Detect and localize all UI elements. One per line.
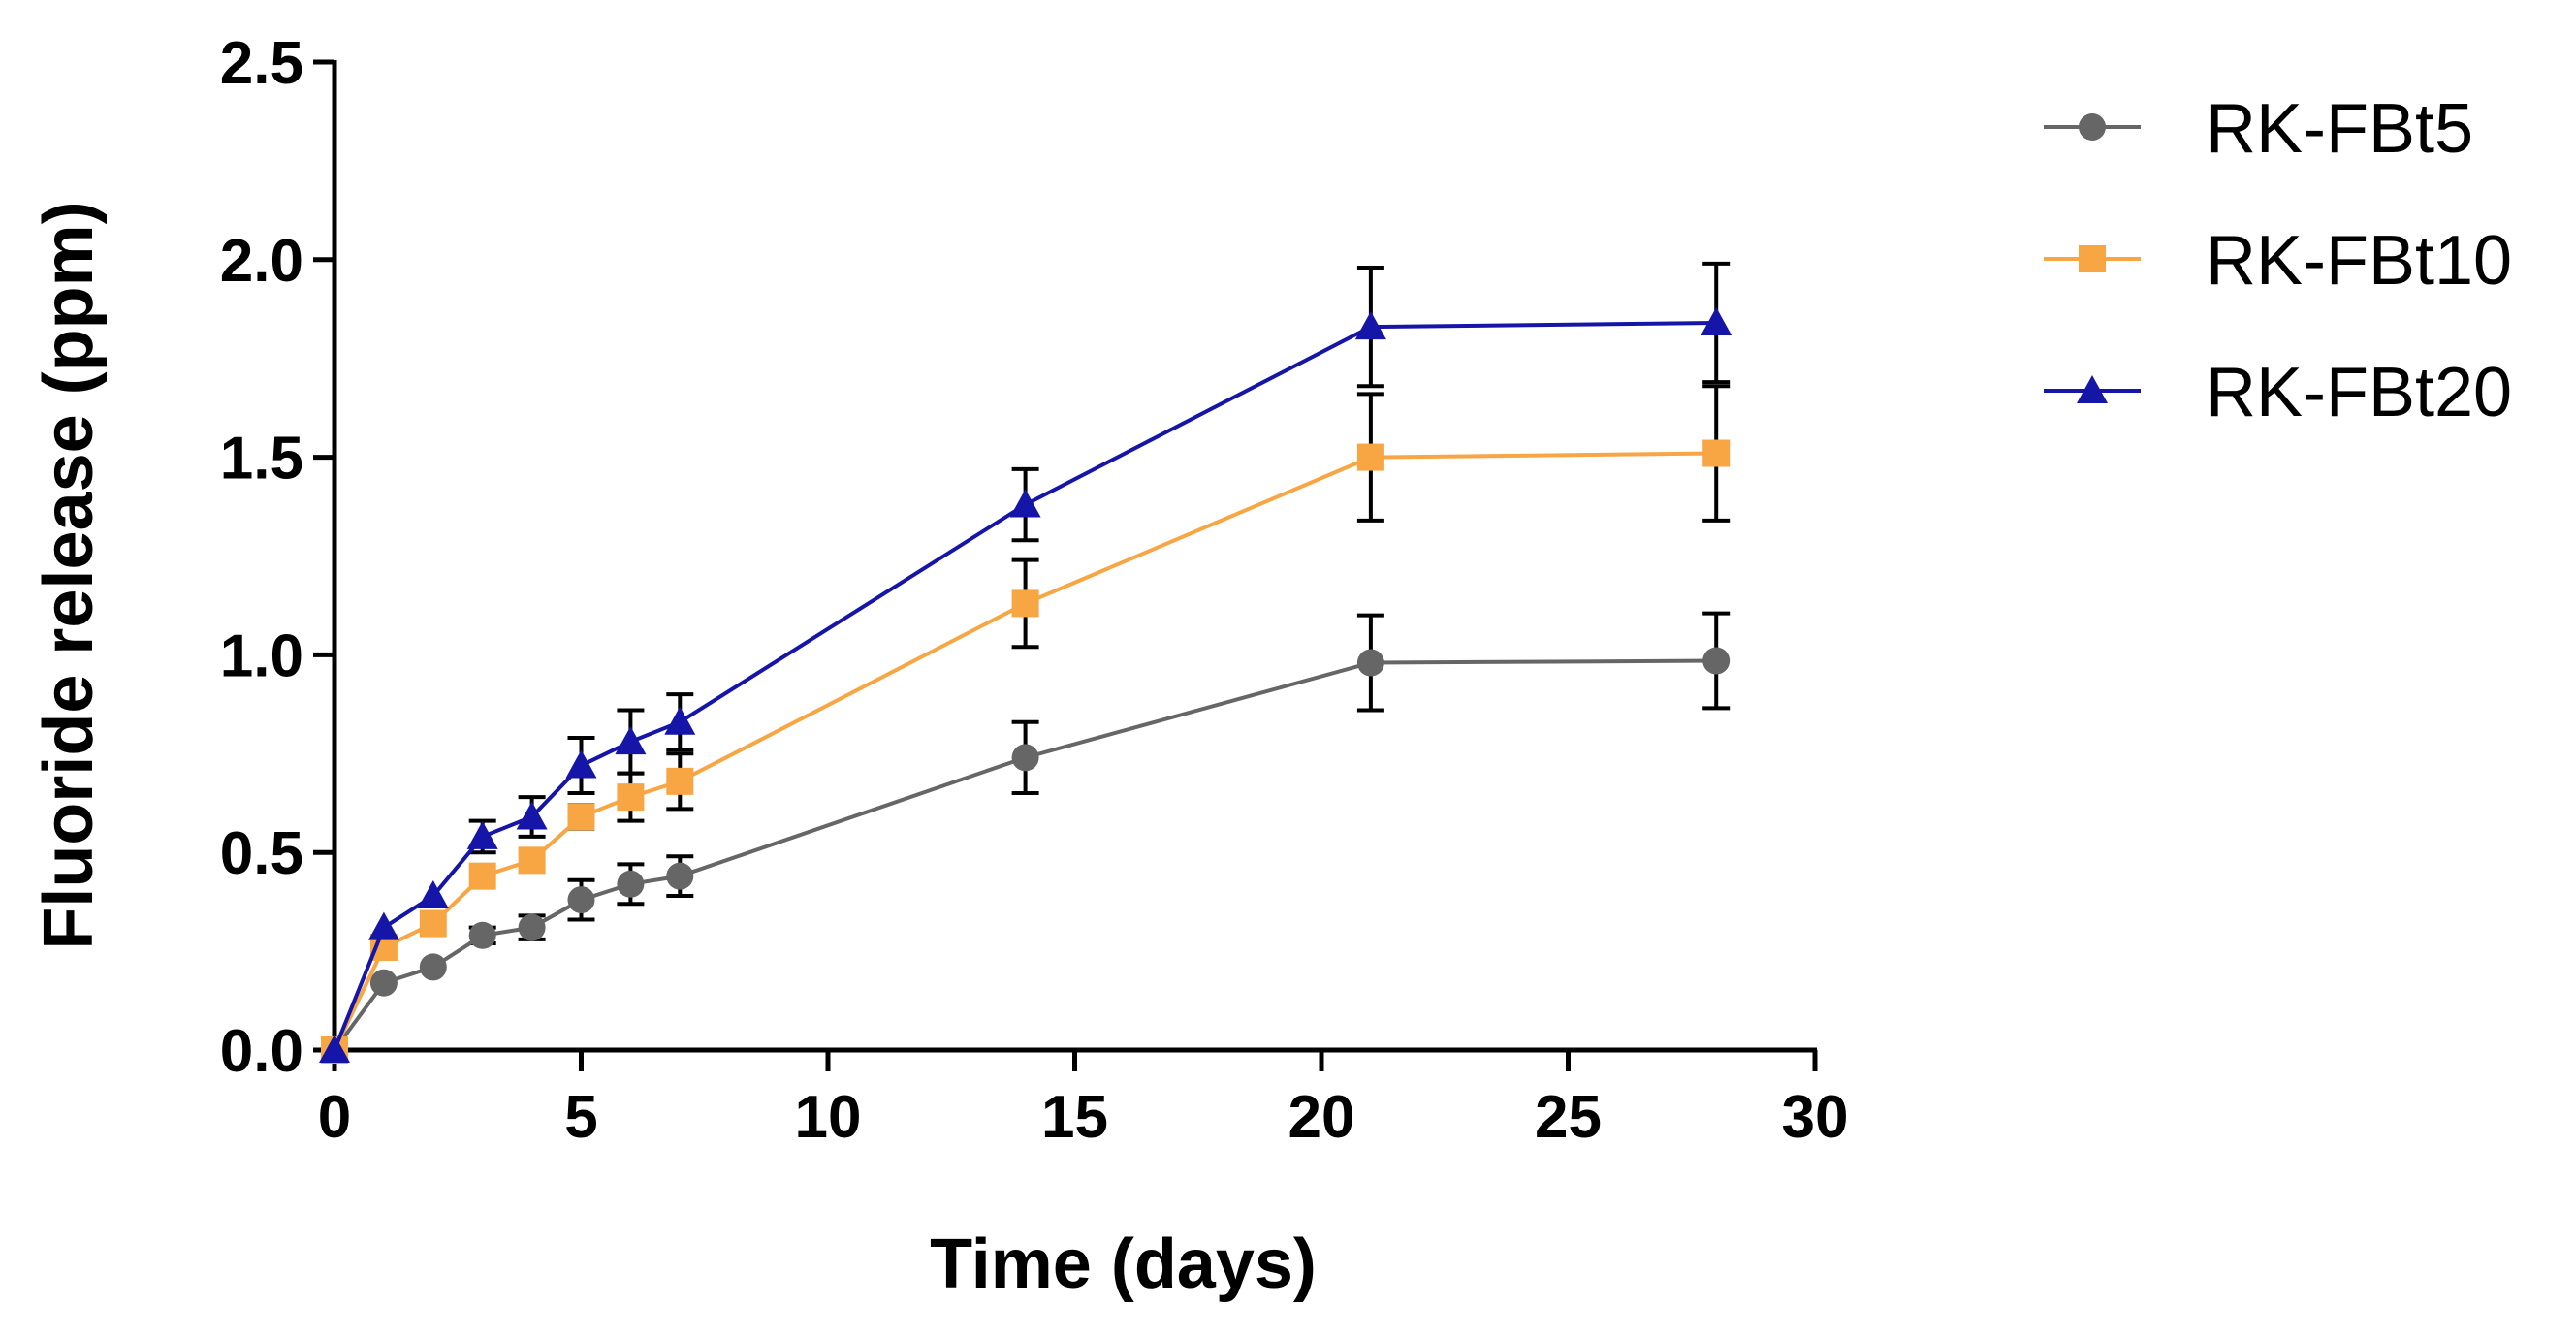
- x-tick-label: 30: [1782, 1084, 1849, 1151]
- plot-area: [319, 261, 1733, 1064]
- legend-marker: [2079, 113, 2106, 141]
- legend: RK-FBt5 RK-FBt10 RK-FBt20: [2044, 90, 2512, 431]
- y-tick-label: 0.0: [220, 1018, 303, 1085]
- data-point: [419, 953, 447, 981]
- data-point: [468, 862, 496, 890]
- axes: 0 5 10 15 20 25 30 0.0 0.5 1.0 1.5 2.0 2.5: [220, 30, 1849, 1151]
- legend-item-RK-FBt5: RK-FBt5: [2044, 90, 2473, 168]
- data-point: [1702, 647, 1731, 675]
- data-point: [617, 783, 645, 812]
- series-RK-FBt20: [319, 261, 1733, 1063]
- legend-marker: [2079, 245, 2106, 272]
- y-tick-label: 1.0: [220, 622, 303, 689]
- data-point: [1009, 489, 1041, 518]
- data-point: [666, 862, 694, 890]
- y-tick-label: 2.0: [220, 228, 303, 295]
- data-point: [1356, 649, 1384, 677]
- data-point: [1356, 443, 1384, 471]
- series-RK-FBt5: [321, 611, 1731, 1064]
- legend-label: RK-FBt20: [2206, 354, 2512, 431]
- x-tick-label: 0: [318, 1084, 351, 1151]
- data-point: [567, 886, 595, 914]
- y-axis-title: Fluoride release (ppm): [30, 201, 108, 949]
- legend-label: RK-FBt5: [2206, 90, 2473, 168]
- x-tick-label: 10: [795, 1084, 862, 1151]
- x-ticks: 0 5 10 15 20 25 30: [318, 1050, 1849, 1151]
- data-point: [419, 909, 447, 938]
- x-tick-label: 5: [564, 1084, 597, 1151]
- data-point: [664, 706, 696, 735]
- y-tick-label: 1.5: [220, 426, 303, 493]
- legend-label: RK-FBt10: [2206, 222, 2512, 300]
- x-tick-label: 15: [1041, 1084, 1108, 1151]
- legend-item-RK-FBt20: RK-FBt20: [2044, 354, 2512, 431]
- data-point: [516, 801, 548, 830]
- data-point: [367, 911, 399, 940]
- data-point: [565, 749, 597, 779]
- data-point: [518, 846, 546, 875]
- data-point: [319, 1035, 350, 1063]
- data-point: [466, 820, 498, 849]
- data-point: [615, 726, 647, 755]
- legend-item-RK-FBt10: RK-FBt10: [2044, 222, 2512, 300]
- x-tick-label: 20: [1288, 1084, 1355, 1151]
- data-point: [617, 870, 645, 898]
- data-point: [1011, 744, 1039, 772]
- data-point: [1011, 589, 1039, 618]
- y-ticks: 0.0 0.5 1.0 1.5 2.0 2.5: [220, 30, 334, 1085]
- legend-marker: [2077, 375, 2108, 403]
- data-point: [518, 913, 546, 941]
- y-tick-label: 0.5: [220, 820, 303, 887]
- data-point: [1354, 311, 1386, 340]
- data-point: [567, 803, 595, 831]
- data-point: [369, 969, 398, 997]
- data-point: [666, 767, 694, 795]
- data-point: [417, 880, 449, 909]
- x-axis-title: Time (days): [930, 1226, 1317, 1303]
- data-point: [1701, 307, 1733, 336]
- data-point: [1702, 439, 1731, 467]
- y-tick-label: 2.5: [220, 30, 303, 97]
- x-tick-label: 25: [1535, 1084, 1602, 1151]
- data-point: [468, 921, 496, 949]
